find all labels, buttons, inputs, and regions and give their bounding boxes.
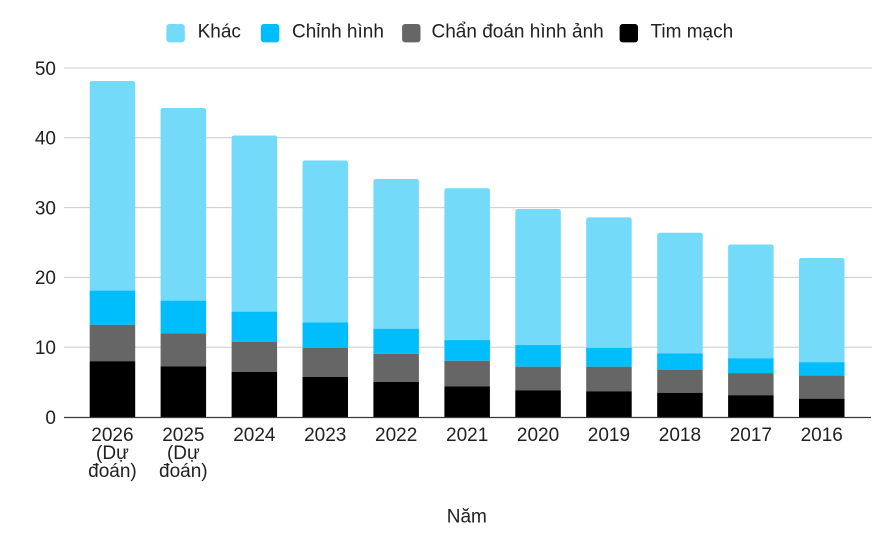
svg-text:2021: 2021 — [446, 425, 488, 446]
svg-text:2016: 2016 — [801, 425, 843, 446]
svg-text:2017: 2017 — [730, 425, 772, 446]
svg-text:Chẩn đoán hình ảnh: Chẩn đoán hình ảnh — [432, 22, 604, 43]
svg-text:2019: 2019 — [588, 425, 630, 446]
svg-text:(Dự: (Dự — [96, 443, 129, 464]
svg-text:2025: 2025 — [162, 425, 204, 446]
svg-text:10: 10 — [35, 338, 56, 359]
svg-text:(Dự: (Dự — [167, 443, 200, 464]
svg-text:2026: 2026 — [91, 425, 133, 446]
svg-text:40: 40 — [35, 129, 56, 150]
svg-text:2023: 2023 — [304, 425, 346, 446]
svg-text:2018: 2018 — [659, 425, 701, 446]
svg-text:50: 50 — [35, 59, 56, 80]
svg-text:Năm: Năm — [447, 506, 487, 527]
svg-text:20: 20 — [35, 268, 56, 289]
svg-text:2022: 2022 — [375, 425, 417, 446]
svg-text:2020: 2020 — [517, 425, 559, 446]
svg-text:đoán): đoán) — [88, 461, 137, 482]
svg-text:đoán): đoán) — [159, 461, 208, 482]
svg-text:30: 30 — [35, 198, 56, 219]
svg-text:2024: 2024 — [233, 425, 276, 446]
svg-text:Chỉnh hình: Chỉnh hình — [292, 22, 384, 43]
svg-text:0: 0 — [45, 408, 56, 429]
svg-text:Tim mạch: Tim mạch — [651, 22, 734, 43]
svg-text:Khác: Khác — [198, 22, 241, 43]
